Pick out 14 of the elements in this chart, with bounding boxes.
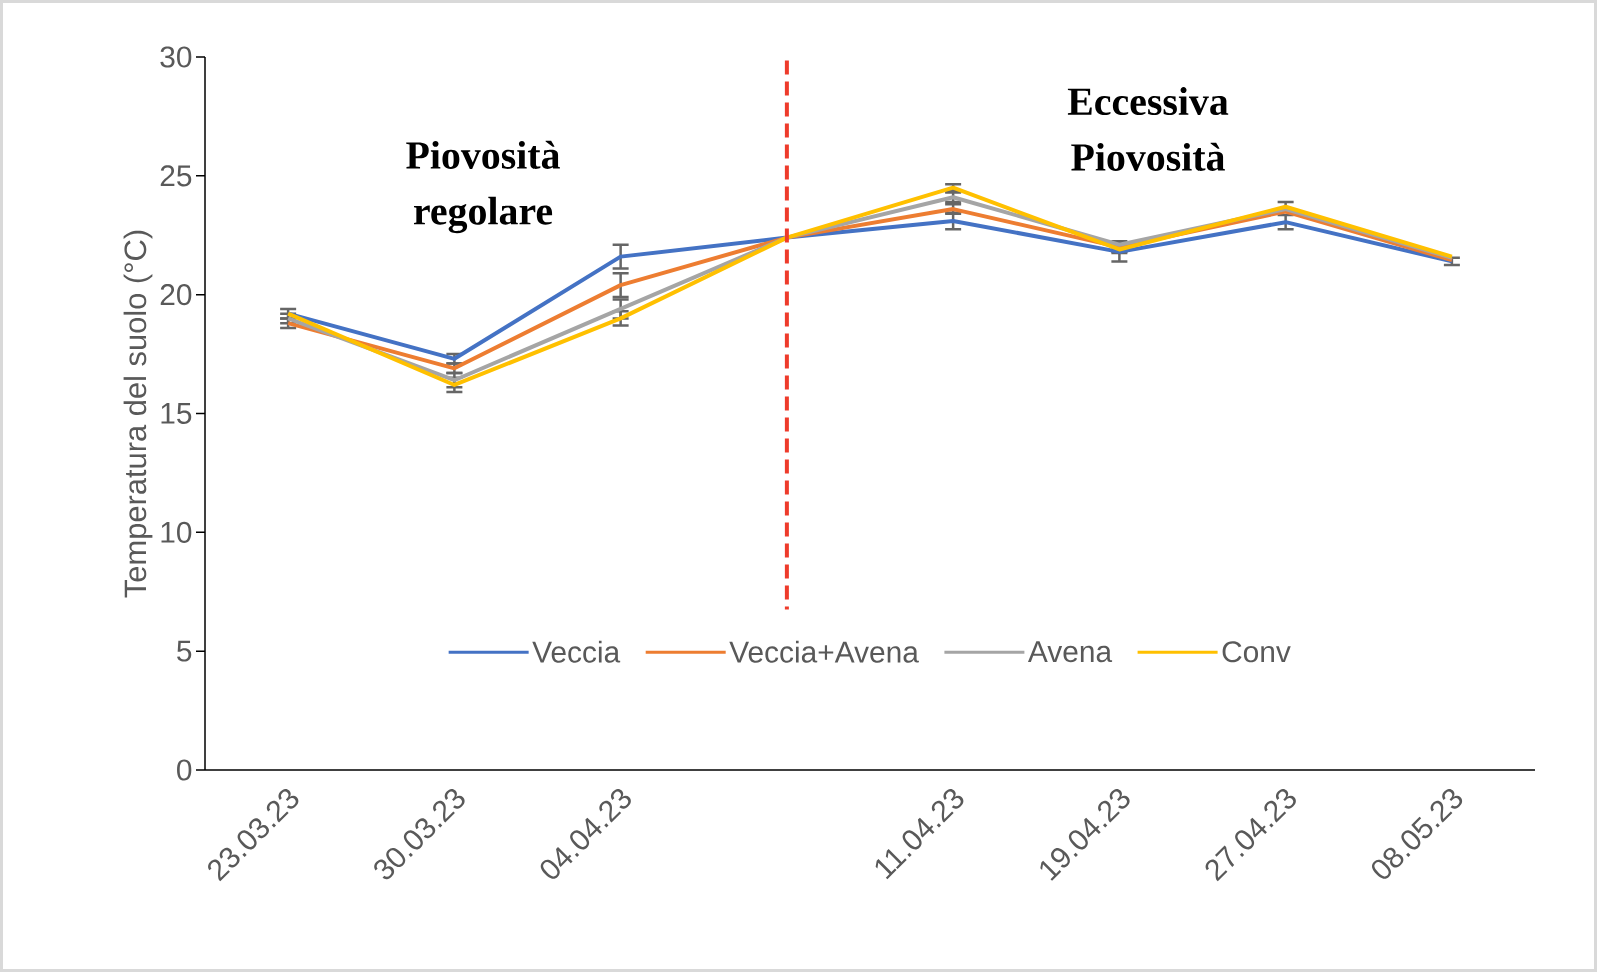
y-tick-label: 10 [161,521,192,543]
y-tick-label: 30 [160,46,192,68]
legend-label: Veccia+Avena [729,640,919,663]
y-tick-label: 25 [160,165,192,187]
annotation: Eccessiva Piovosità [1067,87,1229,171]
legend-label: Avena [1027,641,1113,663]
legend-label: Conv [1222,641,1291,663]
legend-label: Veccia [532,640,621,663]
annotation: Piovosità regolare [406,140,560,234]
y-axis-title: Temperatura del suolo (°C) [123,230,153,598]
y-tick-label: 5 [177,640,192,662]
y-tick-label: 20 [160,284,192,306]
y-tick-label: 0 [177,759,192,781]
y-tick-label: 15 [161,403,192,424]
